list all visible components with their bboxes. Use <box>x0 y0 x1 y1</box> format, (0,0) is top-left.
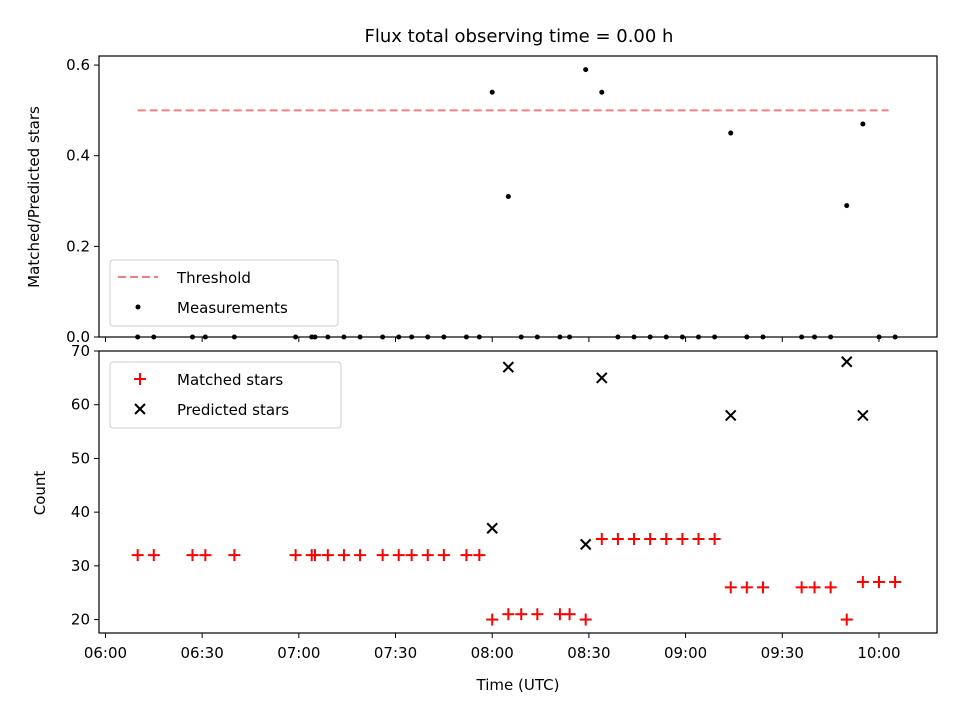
bottom-y-tick-label: 50 <box>71 449 90 467</box>
matched-star-point <box>337 549 350 562</box>
matched-star-point <box>856 575 869 588</box>
top-y-tick-label: 0.0 <box>66 328 90 346</box>
matched-star-point <box>405 549 418 562</box>
x-tick-label: 07:30 <box>374 644 417 662</box>
legend-predicted-label: Predicted stars <box>177 401 289 419</box>
matched-star-point <box>486 613 499 626</box>
measurement-point <box>505 194 511 199</box>
x-tick-label: 08:00 <box>471 644 514 662</box>
matched-star-point <box>131 549 144 562</box>
matched-star-point <box>321 549 334 562</box>
matched-star-point <box>808 581 821 594</box>
x-tick-label: 10:00 <box>857 644 900 662</box>
matched-star-point <box>889 575 902 588</box>
x-tick-label: 06:00 <box>84 644 127 662</box>
matched-star-point <box>473 549 486 562</box>
bottom-y-axis: 20 30 40 50 60 70 <box>71 342 99 629</box>
matched-star-point <box>531 608 544 621</box>
bottom-x-axis: 06:00 06:30 07:00 07:30 08:00 08:30 09:00 09:30… <box>84 633 901 662</box>
bottom-plot-frame <box>98 350 938 634</box>
predicted-star-point <box>486 522 498 534</box>
legend-matched-swatch <box>134 373 146 385</box>
top-y-axis: 0.0 0.2 0.4 0.6 <box>66 56 99 346</box>
top-y-axis-label: Matched/Predicted stars <box>25 106 43 288</box>
top-y-tick-label: 0.2 <box>66 237 90 255</box>
matched-star-point <box>676 533 689 545</box>
top-y-tick-label: 0.4 <box>66 147 90 165</box>
matched-star-point <box>611 533 624 545</box>
bottom-y-tick-label: 20 <box>71 611 90 629</box>
matched-star-point <box>660 533 673 545</box>
chart-title: Flux total observing time = 0.00 h <box>365 26 674 47</box>
matched-star-point <box>147 549 160 562</box>
bottom-marks <box>131 356 902 626</box>
matched-star-point <box>289 549 302 562</box>
matched-star-point <box>515 608 528 621</box>
bottom-y-tick-label: 60 <box>71 396 90 414</box>
bottom-y-tick-label: 70 <box>71 342 90 360</box>
matched-star-point <box>354 549 367 562</box>
matched-star-point <box>724 581 737 594</box>
matched-star-point <box>795 581 808 594</box>
x-axis-label: Time (UTC) <box>476 676 560 694</box>
bottom-panel: 20 30 40 50 60 70 06:00 06:30 07:00 07:30 08:00 08… <box>31 342 938 694</box>
matched-star-point <box>628 533 641 545</box>
matched-star-point <box>579 613 592 626</box>
legend-threshold-label: Threshold <box>176 269 251 287</box>
matched-star-point <box>840 613 853 626</box>
predicted-star-point <box>725 409 737 422</box>
top-panel: 0.0 0.2 0.4 0.6 Matched/Predicted stars Thr… <box>25 55 938 346</box>
matched-star-point <box>708 533 721 545</box>
matched-star-point <box>563 608 576 621</box>
matched-star-point <box>824 581 837 594</box>
measurement-point <box>860 121 866 127</box>
matched-star-point <box>740 581 753 594</box>
matched-star-point <box>421 549 434 562</box>
matched-star-point <box>228 549 241 562</box>
matched-star-point <box>692 533 705 545</box>
top-y-tick-label: 0.6 <box>66 56 90 74</box>
legend-matched-label: Matched stars <box>177 371 283 389</box>
measurement-point <box>583 67 589 73</box>
predicted-star-point <box>502 361 515 373</box>
x-tick-label: 09:00 <box>664 644 707 662</box>
matched-star-point <box>502 608 515 621</box>
x-tick-label: 07:00 <box>277 644 320 662</box>
predicted-star-point <box>596 372 608 384</box>
predicted-star-point <box>857 409 869 422</box>
legend-measurements-label: Measurements <box>177 299 288 317</box>
matched-star-point <box>756 581 769 594</box>
bottom-legend: Matched stars Predicted stars <box>109 361 342 429</box>
top-x-ticks <box>104 337 880 342</box>
matched-star-point <box>437 549 450 562</box>
bottom-y-tick-label: 40 <box>71 503 90 521</box>
matched-star-point <box>186 549 199 562</box>
matched-star-point <box>199 549 212 562</box>
matched-star-point <box>460 549 473 562</box>
measurement-point <box>489 89 495 95</box>
matched-star-point <box>376 549 389 562</box>
top-plot-frame <box>98 55 938 338</box>
measurement-point <box>599 89 605 95</box>
matched-star-point <box>644 533 657 545</box>
bottom-legend-frame <box>109 361 342 429</box>
measurement-point <box>844 203 850 209</box>
measurement-point <box>728 130 734 136</box>
predicted-star-point <box>579 538 592 551</box>
top-legend-frame <box>109 259 339 327</box>
x-tick-label: 08:30 <box>567 644 610 662</box>
x-tick-label: 09:30 <box>761 644 804 662</box>
matched-star-point <box>392 549 405 562</box>
matched-star-point <box>308 549 321 562</box>
predicted-star-point <box>841 356 853 368</box>
legend-measurements-swatch <box>135 304 141 310</box>
bottom-y-tick-label: 30 <box>71 557 90 575</box>
legend-predicted-swatch <box>134 403 146 415</box>
matched-star-point <box>872 575 885 588</box>
x-tick-label: 06:30 <box>181 644 224 662</box>
bottom-y-axis-label: Count <box>31 471 49 516</box>
top-legend: Threshold Measurements <box>109 259 339 327</box>
matched-star-point <box>595 533 608 545</box>
